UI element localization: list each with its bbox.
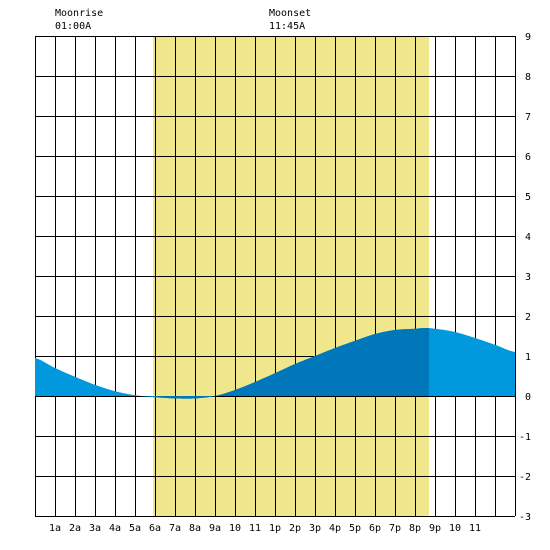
tide-area-day xyxy=(153,328,429,399)
x-tick-label: 4p xyxy=(329,523,341,534)
x-tick-label: 10 xyxy=(449,523,461,534)
x-tick-label: 11 xyxy=(249,523,261,534)
x-tick-label: 7p xyxy=(389,523,401,534)
moonset-label: Moonset xyxy=(269,8,311,19)
grid-lines xyxy=(35,36,516,517)
x-tick-label: 4a xyxy=(109,523,121,534)
tide-area xyxy=(35,328,515,399)
y-tick-label: 2 xyxy=(525,312,531,323)
y-tick-label: 3 xyxy=(525,272,531,283)
x-tick-label: 6a xyxy=(149,523,161,534)
x-tick-label: 7a xyxy=(169,523,181,534)
y-tick-label: -3 xyxy=(519,512,531,523)
y-tick-label: 9 xyxy=(525,32,531,43)
x-tick-label: 3a xyxy=(89,523,101,534)
y-tick-label: 7 xyxy=(525,112,531,123)
x-tick-label: 9a xyxy=(209,523,221,534)
x-tick-label: 11 xyxy=(469,523,481,534)
x-tick-label: 10 xyxy=(229,523,241,534)
x-tick-label: 2a xyxy=(69,523,81,534)
x-tick-label: 3p xyxy=(309,523,321,534)
x-tick-label: 8p xyxy=(409,523,421,534)
x-tick-label: 9p xyxy=(429,523,441,534)
y-tick-label: 8 xyxy=(525,72,531,83)
x-tick-label: 1p xyxy=(269,523,281,534)
y-tick-label: 5 xyxy=(525,192,531,203)
x-tick-label: 1a xyxy=(49,523,61,534)
x-axis-labels: 1a 2a 3a 4a 5a 6a 7a 8a 9a 10 11 1p 2p 3p 4p 5p 6p 7p 8p 9p… xyxy=(49,523,481,534)
y-tick-label: 1 xyxy=(525,352,531,363)
moonrise-time: 01:00A xyxy=(55,21,91,32)
y-tick-label: 4 xyxy=(525,232,531,243)
y-tick-label: -1 xyxy=(519,432,531,443)
x-tick-label: 5a xyxy=(129,523,141,534)
x-tick-label: 6p xyxy=(369,523,381,534)
x-tick-label: 2p xyxy=(289,523,301,534)
y-tick-label: 6 xyxy=(525,152,531,163)
moon-info: Moonrise 01:00A Moonset 11:45A xyxy=(55,8,311,32)
x-tick-label: 8a xyxy=(189,523,201,534)
moonrise-label: Moonrise xyxy=(55,8,103,19)
moonset-time: 11:45A xyxy=(269,21,305,32)
x-tick-label: 5p xyxy=(349,523,361,534)
y-tick-label: 0 xyxy=(525,392,531,403)
y-axis-labels: -3 -2 -1 0 1 2 3 4 5 6 7 8 9 xyxy=(519,32,531,523)
y-tick-label: -2 xyxy=(519,472,531,483)
